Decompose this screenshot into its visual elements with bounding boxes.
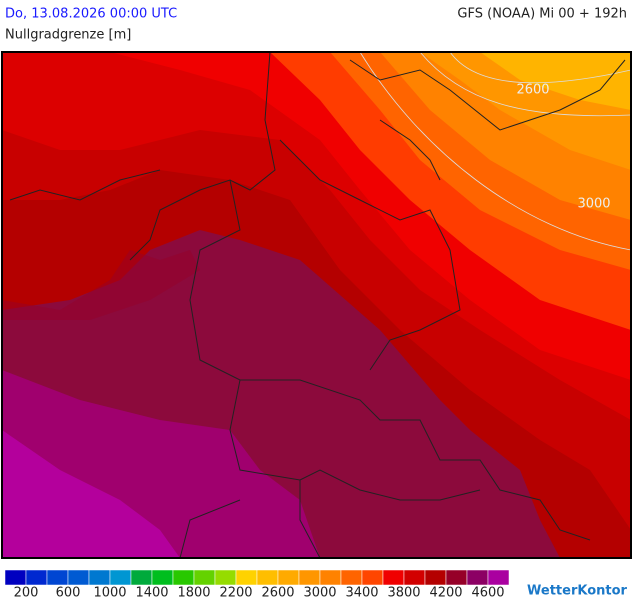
- legend-swatch: [403, 569, 426, 586]
- header-model: GFS (NOAA) Mi 00 + 192h: [457, 7, 627, 22]
- legend-swatch: [298, 569, 321, 586]
- legend-swatch: [46, 569, 69, 586]
- borders: [9, 52, 626, 558]
- legend-label: 200: [14, 586, 39, 600]
- legend-swatch: [214, 569, 237, 586]
- contour-label: 3000: [577, 197, 610, 212]
- legend: 200 600 1000 1400 1800 2200 2600 3000 3400 3800 42…: [4, 569, 510, 600]
- map-frame: [1, 51, 632, 559]
- legend-label: 600: [56, 586, 81, 600]
- band: [480, 52, 631, 110]
- legend-swatch: [172, 569, 195, 586]
- legend-swatch: [319, 569, 342, 586]
- legend-label: 4600: [471, 586, 504, 600]
- legend-swatch: [25, 569, 48, 586]
- header-date: Do, 13.08.2026 00:00 UTC: [5, 7, 177, 22]
- legend-swatch: [235, 569, 258, 586]
- legend-label: 4200: [429, 586, 462, 600]
- legend-label: 1000: [93, 586, 126, 600]
- legend-label: 1400: [135, 586, 168, 600]
- legend-swatch: [130, 569, 153, 586]
- legend-label: 3400: [345, 586, 378, 600]
- legend-swatch: [361, 569, 384, 586]
- legend-label: 2200: [219, 586, 252, 600]
- legend-swatch: [109, 569, 132, 586]
- legend-swatch: [67, 569, 90, 586]
- legend-label: 2600: [261, 586, 294, 600]
- legend-label: 3000: [303, 586, 336, 600]
- legend-swatch: [466, 569, 489, 586]
- legend-swatch: [4, 569, 27, 586]
- contour-label: 2600: [516, 83, 549, 98]
- legend-swatch: [382, 569, 405, 586]
- legend-swatch: [340, 569, 363, 586]
- legend-swatch: [88, 569, 111, 586]
- legend-swatch: [445, 569, 468, 586]
- logo: WetterKontor: [527, 584, 628, 599]
- legend-swatch: [277, 569, 300, 586]
- legend-swatch: [424, 569, 447, 586]
- subtitle: Nullgradgrenze [m]: [5, 28, 131, 43]
- band: [2, 430, 180, 558]
- legend-swatch: [193, 569, 216, 586]
- legend-swatch: [151, 569, 174, 586]
- legend-swatch: [256, 569, 279, 586]
- legend-swatch: [487, 569, 510, 586]
- legend-label: 3800: [387, 586, 420, 600]
- legend-label: 1800: [177, 586, 210, 600]
- contours: [359, 52, 631, 251]
- map: 2600 3000: [1, 51, 632, 559]
- band: [2, 250, 200, 320]
